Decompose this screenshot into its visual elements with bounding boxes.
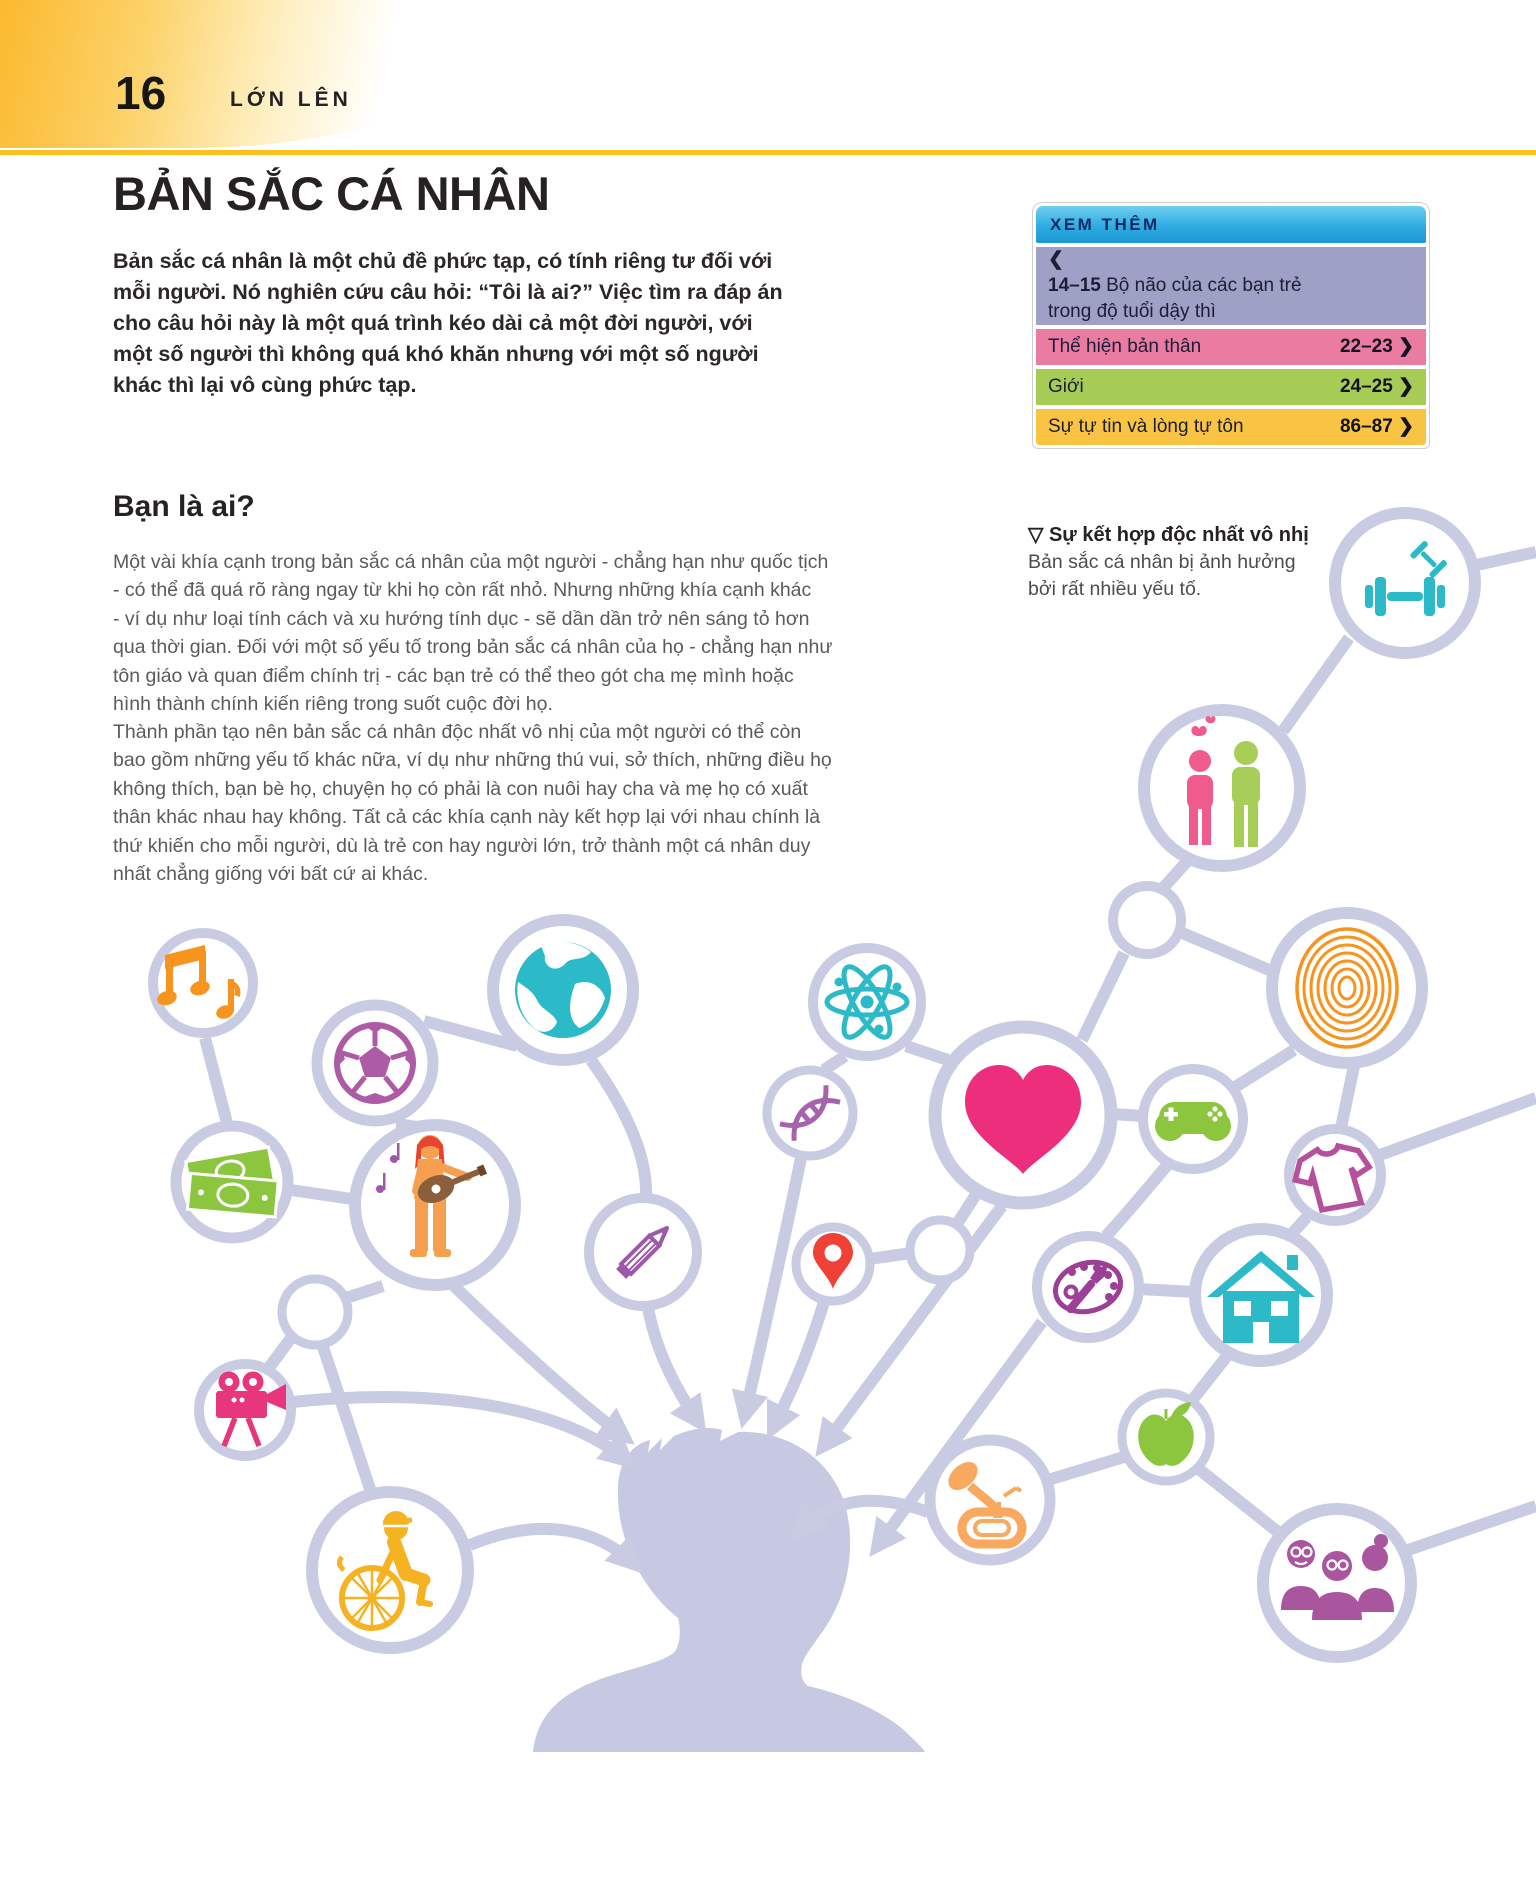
palette-icon [1053,1259,1123,1315]
see-also-label: Giới [1048,376,1084,397]
music-notes-icon [157,945,241,1019]
apple-icon [1138,1402,1194,1466]
guitar-player-icon [376,1135,488,1257]
see-also-item-expression[interactable]: Thể hiện bản thân 22–23 ❯ [1036,329,1426,365]
see-also-pages: 14–15 [1048,275,1101,296]
atom-icon [824,964,910,1040]
fingerprint-icon [1295,927,1399,1049]
connector-lines [199,546,1536,1556]
dna-node[interactable] [762,1065,858,1161]
section-heading: Bạn là ai? [113,490,255,523]
junction-node [1108,881,1186,959]
dna-icon [779,1085,841,1141]
wheelchair-icon [336,1511,433,1631]
dumbbell-node[interactable] [1329,507,1481,659]
back-arrow-icon: ❮ [1048,249,1064,270]
forward-arrow-icon: ❯ [1398,416,1414,437]
forward-arrow-icon: ❯ [1398,376,1414,397]
see-also-label: Bộ não của các bạn trẻ trong độ tuổi dậy… [1048,275,1302,322]
body-paragraph-1: Một vài khía cạnh trong bản sắc cá nhân … [113,551,833,716]
map-pin-icon [813,1233,853,1289]
junction-node [277,1274,353,1350]
money-icon [184,1145,280,1219]
head-silhouette [533,1428,925,1752]
couple-icon [1187,716,1260,847]
see-also-item-confidence[interactable]: Sự tự tin và lòng tự tôn 86–87 ❯ [1036,409,1426,445]
soccer-ball-icon [334,1022,416,1104]
wheelchair-node[interactable] [306,1486,474,1654]
header-rule [0,150,1536,155]
see-also-item-gender[interactable]: Giới 24–25 ❯ [1036,369,1426,405]
forward-arrow-icon: ❯ [1398,336,1414,357]
caption-title: Sự kết hợp độc nhất vô nhị [1043,524,1309,546]
page-number: 16 [115,67,167,119]
see-also-header: XEM THÊM [1036,206,1426,243]
dumbbell-icon [1365,540,1448,616]
heart-icon [965,1065,1081,1174]
movie-camera-icon [216,1371,286,1448]
globe-icon [515,941,611,1038]
pencil-icon [616,1225,670,1279]
couple-node[interactable] [1138,704,1306,872]
chapter-label: LỚN LÊN [230,88,352,111]
family-icon [1281,1534,1394,1620]
tshirt-icon [1291,1142,1373,1213]
family-node[interactable] [1257,1503,1417,1663]
body-paragraph-2: Thành phần tạo nên bản sắc cá nhân độc n… [113,721,832,886]
house-icon [1207,1251,1315,1343]
see-also-item-brain[interactable]: ❮ 14–15 Bộ não của các bạn trẻ trong độ … [1036,247,1426,325]
triangle-marker-icon: ▽ [1028,524,1044,546]
tuba-icon [948,1461,1027,1549]
see-also-box: XEM THÊM ❮ 14–15 Bộ não của các bạn trẻ … [1032,202,1430,449]
figure-caption: ▽ Sự kết hợp độc nhất vô nhị Bản sắc cá … [1028,522,1328,603]
intro-paragraph: Bản sắc cá nhân là một chủ đề phức tạp, … [113,249,783,397]
see-also-label: Sự tự tin và lòng tự tôn [1048,416,1244,437]
page-title: BẢN SẮC CÁ NHÂN [113,167,550,220]
see-also-label: Thể hiện bản thân [1048,336,1202,357]
caption-body: Bản sắc cá nhân bị ảnh hưởng bởi rất nhi… [1028,551,1296,600]
junction-node [905,1215,975,1285]
gamepad-icon [1155,1102,1231,1141]
